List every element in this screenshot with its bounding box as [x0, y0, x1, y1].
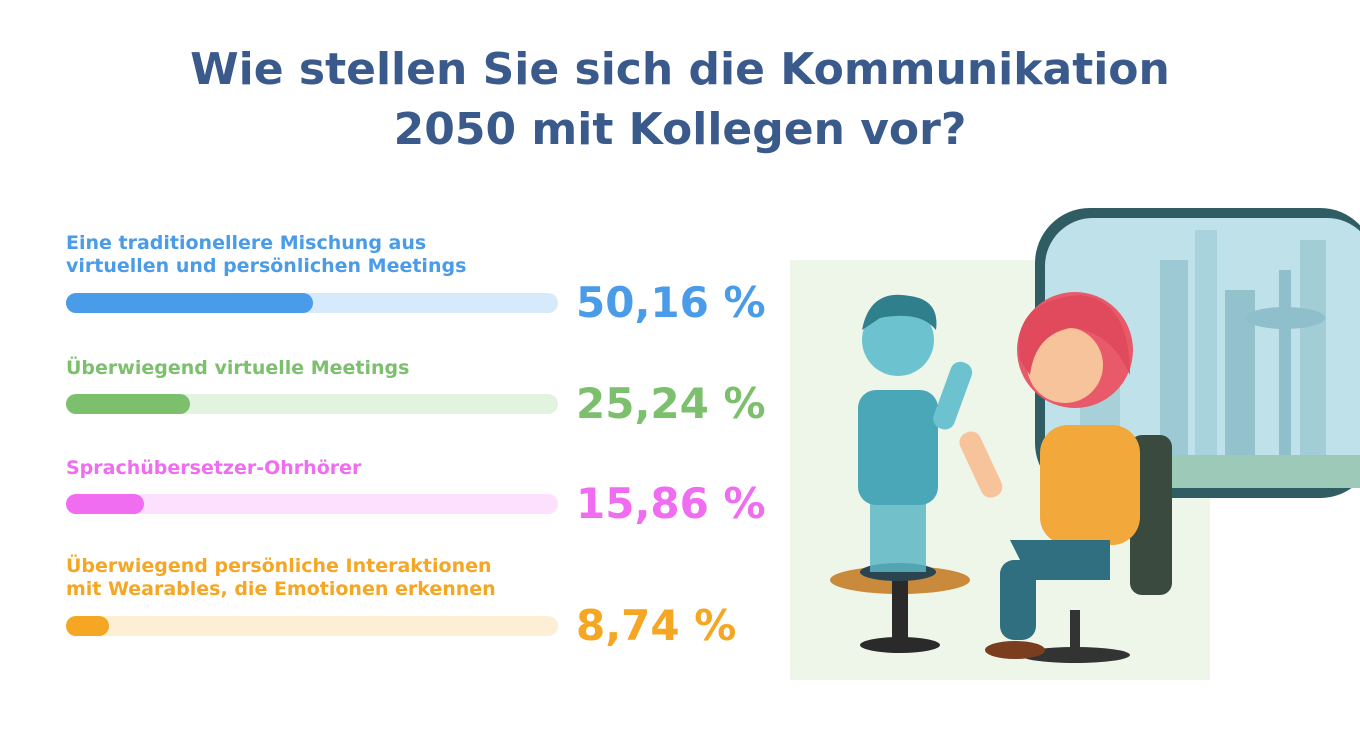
illustration: [790, 208, 1360, 680]
value-label-2: 25,24 %: [576, 379, 766, 428]
hologram-person: [830, 294, 973, 653]
category-label-1: Eine traditionellere Mischung aus virtue…: [66, 232, 586, 278]
bar-row-3: Sprachübersetzer-Ohrhörer 15,86 %: [66, 457, 766, 528]
title-line-1: Wie stellen Sie sich die Kommunikation: [190, 44, 1170, 95]
category-label-2: Überwiegend virtuelle Meetings: [66, 357, 586, 380]
value-label-1: 50,16 %: [576, 278, 766, 327]
bar-row-4: Überwiegend persönliche Interaktionen mi…: [66, 555, 736, 650]
category-label-4-line-1: Überwiegend persönliche Interaktionen: [66, 555, 492, 577]
category-label-3-line-1: Sprachübersetzer-Ohrhörer: [66, 457, 362, 479]
category-label-4-line-2: mit Wearables, die Emotionen erkennen: [66, 578, 496, 600]
bar-3: [66, 494, 145, 514]
category-label-4: Überwiegend persönliche Interaktionen mi…: [66, 555, 586, 601]
bar-track-2: [66, 394, 558, 414]
category-label-3: Sprachübersetzer-Ohrhörer: [66, 457, 586, 480]
category-label-1-line-2: virtuellen und persönlichen Meetings: [66, 255, 467, 277]
bar-2: [66, 394, 191, 414]
bar-1: [66, 293, 313, 313]
value-label-3: 15,86 %: [576, 479, 766, 528]
bar-track-1: [66, 293, 558, 313]
value-label-4: 8,74 %: [576, 601, 737, 650]
seated-person: [959, 292, 1172, 663]
bar-4: [66, 616, 109, 636]
bar-row-2: Überwiegend virtuelle Meetings 25,24 %: [66, 357, 766, 428]
bar-row-1: Eine traditionellere Mischung aus virtue…: [66, 232, 766, 327]
bar-track-4: [66, 616, 558, 636]
bar-track-3: [66, 494, 558, 514]
title-line-2: 2050 mit Kollegen vor?: [393, 104, 967, 155]
category-label-2-line-1: Überwiegend virtuelle Meetings: [66, 357, 410, 379]
chart-title: Wie stellen Sie sich die Kommunikation 2…: [0, 40, 1360, 160]
category-label-1-line-1: Eine traditionellere Mischung aus: [66, 232, 427, 254]
